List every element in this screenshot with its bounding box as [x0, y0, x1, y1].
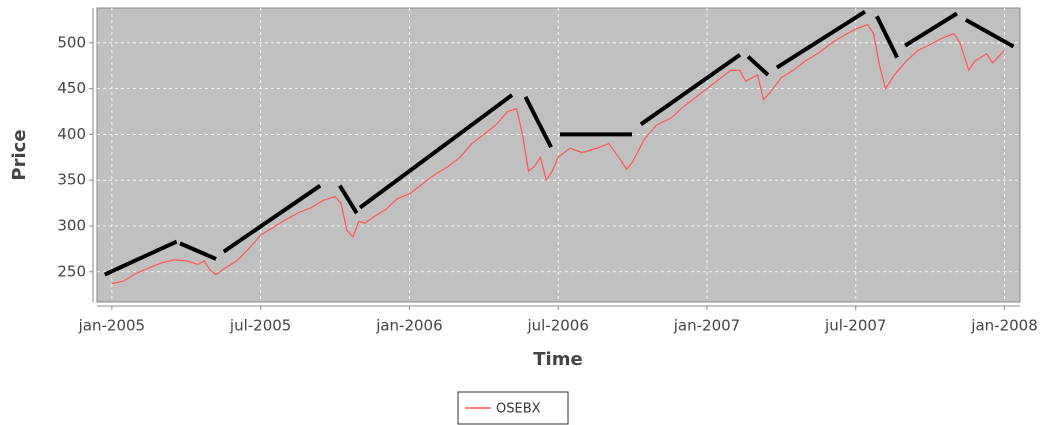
y-tick-label: 250	[57, 262, 86, 280]
y-tick-label: 450	[57, 79, 86, 97]
trend-line	[639, 53, 742, 126]
legend-label: OSEBX	[496, 402, 541, 417]
y-tick-label: 500	[57, 33, 86, 51]
y-tick-label: 350	[57, 171, 86, 189]
trend-line	[358, 93, 514, 210]
y-tick-label: 300	[57, 216, 86, 234]
x-tick-label: jan-2008	[970, 317, 1037, 335]
trend-line	[523, 95, 553, 149]
series-line	[111, 23, 1005, 285]
x-tick-label: jan-2006	[375, 317, 442, 335]
x-tick-label: jan-2007	[673, 317, 740, 335]
trend-line	[179, 241, 217, 261]
trend-line	[222, 184, 322, 254]
trend-line	[746, 55, 770, 77]
x-tick-label: jan-2005	[78, 317, 145, 335]
trend-line	[775, 9, 867, 70]
y-tick-label: 400	[57, 125, 86, 143]
legend-box	[457, 391, 569, 425]
marks	[103, 9, 1015, 285]
trend-line	[338, 184, 359, 215]
trend-line	[964, 18, 1015, 49]
axes: 250 300 350 400 450 500 jan-2005 jul-2005 jan-20…	[57, 8, 1038, 335]
x-tick-label: jul-2007	[824, 317, 886, 335]
trend-line	[875, 15, 899, 59]
x-tick-label: jul-2005	[229, 317, 291, 335]
x-axis-title: Time	[533, 349, 582, 370]
y-axis-title: Price	[9, 129, 30, 180]
trend-line	[904, 11, 958, 48]
legend: OSEBX	[457, 391, 569, 425]
x-tick-label: jul-2006	[526, 317, 588, 335]
grid	[97, 8, 1020, 302]
trend-line	[103, 239, 178, 277]
